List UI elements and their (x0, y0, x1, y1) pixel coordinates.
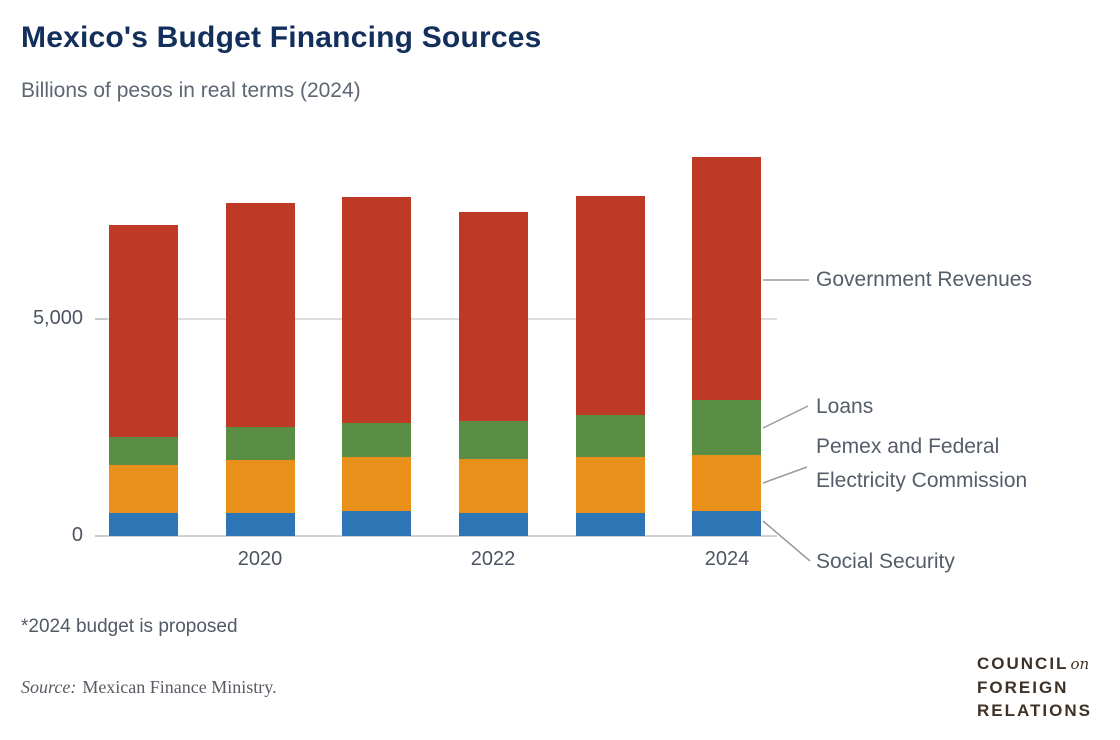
legend-label-government-revenues: Government Revenues (816, 268, 1032, 291)
bar-2019-segment-social-security (109, 512, 178, 536)
leader-line-pemex (762, 466, 808, 484)
legend-label-pemex-line2: Electricity Commission (816, 469, 1028, 492)
bar-2024 (692, 157, 762, 536)
legend-label-pemex: Pemex and Federal Electricity Commission (816, 430, 1027, 498)
bar-2019-segment-pemex-and-federal-electricity-commission (109, 465, 178, 513)
x-axis-label-2020: 2020 (237, 548, 283, 570)
source-line: Source: Mexican Finance Ministry. (21, 677, 277, 698)
x-axis-label-2022: 2022 (470, 548, 516, 570)
source-text: Mexican Finance Ministry. (82, 677, 277, 697)
cfr-logo-line1: COUNCIL on (977, 654, 1090, 673)
bar-2021-segment-loans (342, 423, 412, 458)
bar-2019-segment-government-revenues (109, 225, 178, 438)
leader-line-loans (762, 405, 809, 429)
y-axis-tick-5000 (95, 318, 107, 320)
y-axis-tick-0 (95, 535, 107, 537)
bar-2023-segment-pemex-and-federal-electricity-commission (575, 456, 645, 513)
bar-2023-segment-government-revenues (575, 195, 645, 415)
bar-2024-segment-social-security (692, 510, 762, 536)
bar-2022-segment-government-revenues (459, 211, 528, 422)
bar-2020-segment-pemex-and-federal-electricity-commission (225, 459, 295, 513)
y-axis-label-0: 0 (71, 524, 83, 546)
bar-2021-segment-pemex-and-federal-electricity-commission (342, 457, 412, 512)
bar-2023-segment-social-security (575, 512, 645, 536)
bar-2022-segment-pemex-and-federal-electricity-commission (459, 458, 528, 513)
bar-2019 (109, 225, 178, 536)
x-axis-label-2024: 2024 (704, 548, 750, 570)
bar-2022-segment-social-security (459, 512, 528, 536)
bar-2022-segment-loans (459, 421, 528, 459)
bar-2020-segment-government-revenues (225, 202, 295, 428)
bar-2023 (575, 195, 645, 536)
x-axis-line (95, 535, 777, 537)
gridline-5000 (95, 318, 777, 320)
legend-label-loans: Loans (816, 395, 874, 418)
source-prefix: Source: (21, 677, 77, 697)
bar-2021-segment-social-security (342, 511, 412, 536)
bar-2021-segment-government-revenues (342, 196, 412, 424)
y-axis-label-5000: 5,000 (32, 307, 83, 329)
bar-2023-segment-loans (575, 414, 645, 457)
bar-2024-segment-pemex-and-federal-electricity-commission (692, 455, 762, 511)
bar-2019-segment-loans (109, 437, 178, 466)
cfr-logo-line3: RELATIONS (977, 701, 1092, 720)
bar-2020-segment-social-security (225, 512, 295, 536)
chart-title: Mexico's Budget Financing Sources (21, 21, 542, 54)
legend-label-pemex-line1: Pemex and Federal (816, 435, 1000, 458)
bar-2021 (342, 196, 412, 536)
cfr-logo-on: on (1070, 655, 1090, 673)
bar-2020-segment-loans (225, 427, 295, 460)
bar-2024-segment-government-revenues (692, 157, 762, 400)
footnote: *2024 budget is proposed (21, 616, 238, 637)
bar-2024-segment-loans (692, 399, 762, 456)
cfr-logo: COUNCIL on FOREIGN RELATIONS (977, 652, 1092, 722)
bar-2022 (459, 211, 528, 536)
legend-label-social-security: Social Security (816, 550, 955, 573)
cfr-logo-line2: FOREIGN (977, 678, 1069, 697)
bar-2020 (225, 202, 295, 536)
chart-subtitle: Billions of pesos in real terms (2024) (21, 79, 361, 102)
